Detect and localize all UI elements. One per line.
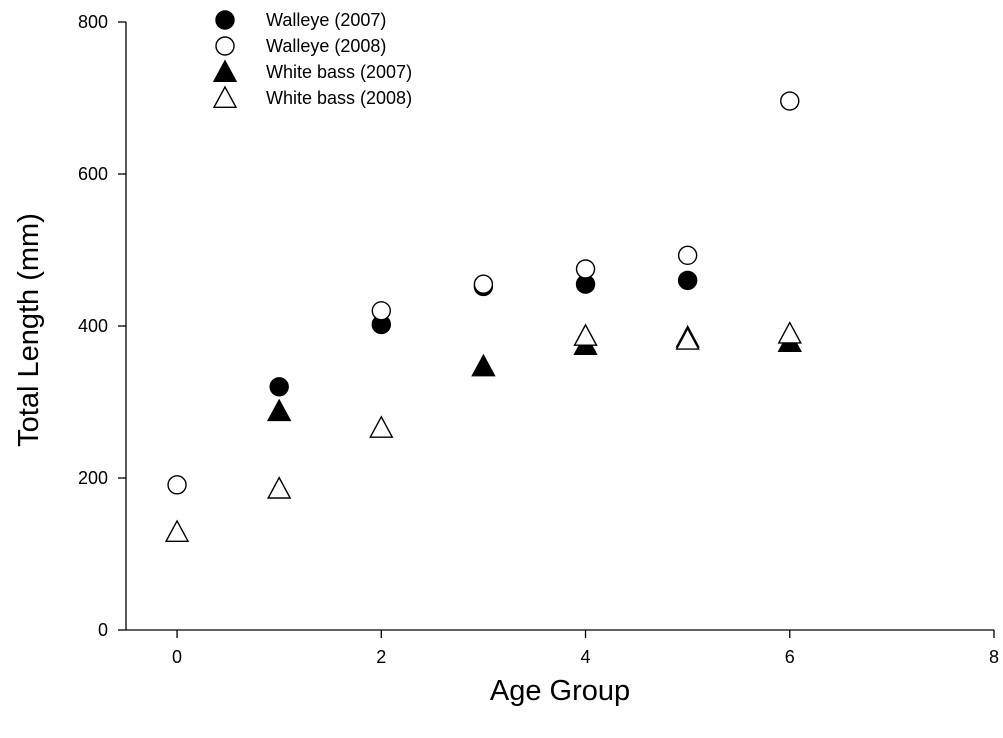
x-axis-title: Age Group bbox=[490, 675, 630, 707]
legend-label: White bass (2007) bbox=[266, 62, 412, 82]
data-point bbox=[780, 91, 800, 111]
x-tick-label: 8 bbox=[989, 647, 999, 667]
data-point bbox=[777, 321, 802, 344]
y-axis-ticks: 0 200 400 600 800 bbox=[78, 12, 126, 640]
y-tick-label: 800 bbox=[78, 12, 108, 32]
x-tick-label: 2 bbox=[376, 647, 386, 667]
data-point bbox=[677, 270, 698, 291]
legend-marker bbox=[215, 10, 235, 30]
legend-label: White bass (2008) bbox=[266, 88, 412, 108]
y-axis-title: Total Length (mm) bbox=[13, 213, 45, 447]
x-tick-label: 4 bbox=[581, 647, 591, 667]
y-tick-label: 600 bbox=[78, 164, 108, 184]
data-point bbox=[575, 259, 596, 279]
data-markers bbox=[164, 91, 802, 543]
series-white-bass-2007 bbox=[267, 324, 802, 422]
plot-axes bbox=[125, 22, 994, 631]
legend-marker bbox=[212, 85, 238, 109]
legend-label: Walleye (2007) bbox=[266, 10, 386, 30]
legend-label: Walleye (2008) bbox=[266, 36, 386, 56]
y-tick-label: 400 bbox=[78, 316, 108, 336]
legend: Walleye (2007) Walleye (2008) White bass (… bbox=[212, 10, 412, 109]
data-point bbox=[471, 353, 496, 377]
data-point bbox=[371, 301, 391, 321]
x-axis-ticks: 0 2 4 6 8 bbox=[172, 630, 999, 667]
y-tick-label: 0 bbox=[98, 620, 108, 640]
data-point bbox=[267, 476, 292, 499]
data-point bbox=[267, 398, 292, 422]
data-point bbox=[164, 519, 190, 543]
legend-marker bbox=[215, 36, 235, 56]
data-point bbox=[167, 475, 187, 495]
data-point bbox=[675, 327, 700, 350]
series-white-bass-2008 bbox=[164, 321, 802, 543]
data-point bbox=[677, 245, 698, 266]
series-walleye-2008 bbox=[167, 91, 800, 495]
data-point bbox=[269, 377, 289, 397]
data-point bbox=[473, 274, 494, 294]
data-point bbox=[369, 415, 394, 438]
y-tick-label: 200 bbox=[78, 468, 108, 488]
x-tick-label: 6 bbox=[785, 647, 795, 667]
x-tick-label: 0 bbox=[172, 647, 182, 667]
data-point bbox=[573, 323, 598, 346]
legend-marker bbox=[212, 59, 238, 83]
